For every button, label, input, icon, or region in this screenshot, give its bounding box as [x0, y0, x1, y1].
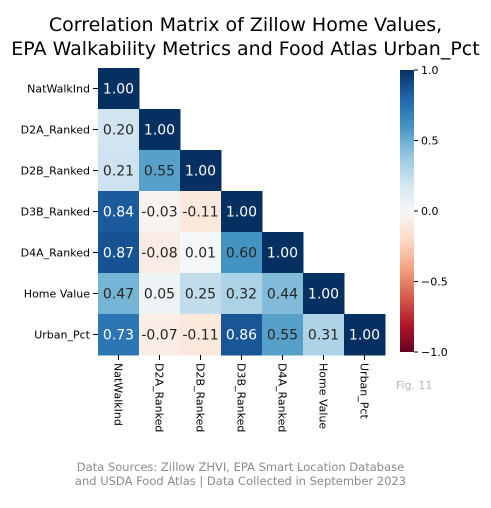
- x-tick-label: D2B_Ranked: [194, 363, 207, 432]
- cell-value-label: 0.73: [103, 328, 134, 344]
- cell-value-label: -0.08: [141, 246, 177, 262]
- cell-value-label: 0.05: [144, 287, 175, 303]
- heatmap-cell: [98, 273, 140, 315]
- cell-value-label: -0.11: [182, 205, 218, 221]
- heatmap-cell: [180, 191, 222, 233]
- cell-value-label: 0.84: [103, 205, 134, 221]
- heatmap-cell: [98, 314, 140, 356]
- cell-value-label: 0.47: [103, 287, 134, 303]
- heatmap-cell: [221, 191, 263, 233]
- heatmap-cell: [139, 273, 181, 315]
- cell-value-label: 1.00: [144, 123, 175, 139]
- colorbar: [400, 70, 414, 352]
- cell-value-label: 1.00: [226, 205, 257, 221]
- heatmap-cell: [262, 314, 304, 356]
- heatmap-cell: [139, 314, 181, 356]
- cell-value-label: 1.00: [267, 246, 298, 262]
- source-line-2: and USDA Food Atlas | Data Collected in …: [74, 474, 407, 488]
- figure-label: Fig. 11: [396, 379, 433, 392]
- heatmap-cell: [98, 109, 140, 151]
- y-tick-label: D4A_Ranked: [21, 247, 90, 260]
- cell-value-label: 0.20: [103, 123, 134, 139]
- cell-value-label: 0.86: [226, 328, 257, 344]
- y-tick-label: D2B_Ranked: [21, 165, 90, 178]
- heatmap-cell: [139, 109, 181, 151]
- cell-value-label: 0.44: [267, 287, 298, 303]
- x-tick-label: Urban_Pct: [358, 363, 371, 419]
- cell-value-label: 0.55: [267, 328, 298, 344]
- heatmap-cell: [221, 273, 263, 315]
- cell-value-label: 0.25: [185, 287, 216, 303]
- cell-value-label: 1.00: [103, 82, 134, 98]
- x-tick-label: NatWalkInd: [112, 363, 125, 426]
- heatmap-cell: [303, 273, 345, 315]
- colorbar-tick-label: 0.0: [421, 205, 439, 218]
- y-tick-label: Urban_Pct: [34, 329, 90, 342]
- heatmap-cell: [262, 232, 304, 274]
- chart-title-line-2: EPA Walkability Metrics and Food Atlas U…: [11, 38, 480, 60]
- heatmap-cell: [344, 314, 386, 356]
- heatmap-cell: [139, 191, 181, 233]
- cell-value-label: 0.55: [144, 164, 175, 180]
- cell-value-label: 0.87: [103, 246, 134, 262]
- cell-value-label: 1.00: [349, 328, 380, 344]
- cell-value-label: 0.32: [226, 287, 257, 303]
- chart-title-line-1: Correlation Matrix of Zillow Home Values…: [48, 14, 443, 36]
- cell-value-label: 1.00: [185, 164, 216, 180]
- x-tick-label: D3B_Ranked: [235, 363, 248, 432]
- colorbar-tick-label: −0.5: [421, 276, 448, 289]
- heatmap-cell: [180, 273, 222, 315]
- heatmap-cell: [98, 150, 140, 192]
- heatmap-cell: [139, 232, 181, 274]
- heatmap-cell: [98, 232, 140, 274]
- heatmap-cell: [180, 314, 222, 356]
- source-line-1: Data Sources: Zillow ZHVI, EPA Smart Loc…: [76, 460, 405, 474]
- y-tick-label: NatWalkInd: [27, 83, 90, 96]
- cell-value-label: -0.11: [182, 328, 218, 344]
- colorbar-tick-label: −1.0: [421, 346, 448, 359]
- heatmap-cell: [98, 191, 140, 233]
- heatmap-cell: [139, 150, 181, 192]
- colorbar-tick-label: 0.5: [421, 135, 439, 148]
- heatmap-cell: [98, 68, 140, 110]
- x-tick-label: D4A_Ranked: [276, 363, 289, 432]
- heatmap-cell: [180, 232, 222, 274]
- heatmap-cell: [262, 273, 304, 315]
- y-tick-label: Home Value: [24, 288, 90, 301]
- x-tick-label: D2A_Ranked: [153, 363, 166, 432]
- cell-value-label: 0.21: [103, 164, 134, 180]
- cell-value-label: 0.01: [185, 246, 216, 262]
- y-tick-label: D2A_Ranked: [21, 124, 90, 137]
- heatmap-cell: [180, 150, 222, 192]
- colorbar-tick-label: 1.0: [421, 64, 439, 77]
- y-tick-label: D3B_Ranked: [21, 206, 90, 219]
- heatmap-cell: [303, 314, 345, 356]
- x-tick-label: Home Value: [317, 363, 330, 429]
- cell-value-label: -0.03: [141, 205, 177, 221]
- heatmap-cell: [221, 232, 263, 274]
- cell-value-label: -0.07: [141, 328, 177, 344]
- heatmap-cell: [221, 314, 263, 356]
- cell-value-label: 1.00: [308, 287, 339, 303]
- cell-value-label: 0.60: [226, 246, 257, 262]
- cell-value-label: 0.31: [308, 328, 339, 344]
